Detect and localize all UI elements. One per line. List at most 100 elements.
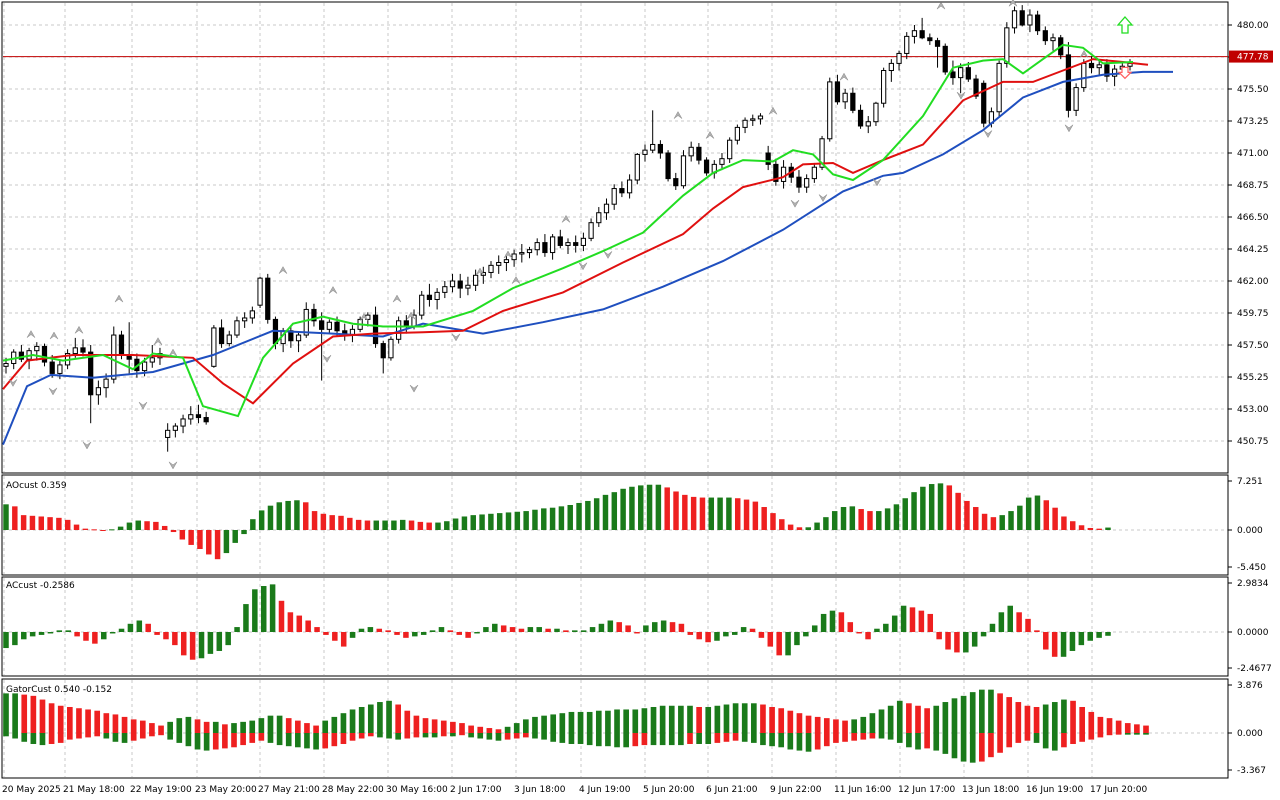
gator-lower-bar (431, 733, 438, 738)
ac-bar (21, 632, 27, 640)
gator-upper-bar (240, 721, 246, 733)
ac-bar (731, 632, 738, 635)
bull-candle (688, 146, 694, 157)
gator-upper-bar (404, 710, 411, 733)
ao-bar (761, 507, 767, 530)
gator-upper-bar (659, 705, 666, 733)
ac-bar (945, 632, 951, 650)
ac-bar (563, 630, 569, 632)
ao-bar (638, 485, 644, 530)
gator-lower-bar (960, 733, 967, 762)
bull-candle (257, 277, 263, 306)
price-tick-label: 453.00 (1237, 405, 1269, 415)
ac-bar (883, 623, 889, 632)
ac-bar (83, 632, 89, 641)
fractal-down-arrow (872, 178, 882, 187)
ac-bar (1069, 632, 1076, 651)
gator-lower-bar (988, 733, 994, 758)
bear-candle (1034, 14, 1041, 32)
gator-upper-bar (969, 692, 976, 733)
gator-upper-bar (139, 720, 146, 733)
price-tick-label: 457.50 (1237, 341, 1269, 351)
gator-lower-bar (1088, 733, 1095, 740)
gator-upper-bar (942, 702, 949, 733)
bull-candle (642, 149, 648, 155)
ac-bar (323, 632, 329, 635)
ao-bar (479, 514, 485, 530)
bull-candle (180, 418, 186, 427)
bear-candle (319, 320, 325, 330)
fractal-up-arrow (74, 325, 84, 334)
gator-upper-bar (687, 705, 693, 733)
price-pane[interactable] (2, 0, 1228, 470)
bull-candle (819, 138, 825, 168)
ac-bar (65, 630, 71, 632)
gator-upper-bar (887, 705, 894, 733)
fractal-up-arrow (114, 294, 124, 303)
ao-bar (311, 511, 318, 530)
gator-lower-bar (21, 733, 28, 742)
gator-lower-bar (842, 733, 848, 742)
gator-lower-bar (887, 733, 894, 740)
ao-tick-label: 0.000 (1237, 526, 1263, 536)
gator-lower-bar (94, 733, 101, 737)
gator-lower-bar (212, 733, 219, 750)
ao-bar (884, 508, 891, 530)
ao-bar (1008, 511, 1014, 530)
ac-bar (580, 630, 587, 632)
gator-lower-bar (942, 733, 949, 754)
time-tick-label: 17 Jun 20:00 (1090, 785, 1147, 795)
gator-lower-bar (732, 733, 739, 741)
gator-lower-bar (659, 733, 666, 746)
gator-lower-bar (1024, 733, 1031, 741)
bear-candle (426, 294, 433, 300)
gator-upper-bar (21, 694, 28, 733)
gator-lower-bar (586, 733, 593, 746)
fractal-up-arrow (49, 331, 59, 340)
bear-candle (934, 40, 941, 47)
gator-upper-bar (805, 715, 812, 733)
gator-lower-bar (404, 733, 411, 739)
ao-pane[interactable] (3, 483, 1111, 560)
gator-pane[interactable] (3, 689, 1149, 763)
ac-bar (12, 632, 18, 646)
ac-bar (785, 632, 791, 656)
ao-bar (161, 525, 168, 530)
ac-bar (589, 627, 596, 632)
ac-bar (856, 632, 862, 634)
ao-bar (567, 504, 573, 530)
gator-lower-bar (1124, 733, 1131, 735)
ao-bar (1087, 527, 1094, 530)
ao-bar (990, 517, 997, 530)
gator-upper-bar (304, 723, 310, 733)
ao-bar (1034, 495, 1041, 530)
ac-bar (145, 623, 151, 632)
gator-upper-bar (276, 715, 283, 733)
bull-candle (149, 357, 155, 363)
ac-bar (47, 632, 54, 634)
ac-bar (998, 612, 1005, 632)
gator-upper-bar (796, 713, 803, 733)
gator-lower-bar (67, 733, 73, 740)
ao-bar (973, 507, 979, 530)
gator-lower-bar (595, 733, 602, 747)
ao-bar (320, 513, 327, 530)
ao-bar (64, 519, 71, 530)
gator-upper-bar (295, 720, 301, 733)
ac-bar (865, 632, 871, 640)
gator-lower-bar (632, 733, 639, 747)
pane-borders (1, 1, 1229, 779)
ao-bar (496, 513, 503, 530)
gator-upper-bar (212, 721, 219, 733)
ao-bar (558, 506, 565, 530)
ac-pane[interactable] (3, 584, 1111, 660)
gator-lower-bar (48, 733, 55, 744)
gator-lower-bar (12, 733, 18, 739)
time-tick-label: 2 Jun 17:00 (450, 785, 502, 795)
fractal-down-arrow (322, 355, 332, 363)
ao-bar (206, 530, 212, 555)
bear-candle (973, 78, 979, 97)
price-tick-label: 450.75 (1237, 437, 1269, 447)
ac-bar (1078, 632, 1085, 646)
fractal-up-arrow (561, 214, 571, 223)
